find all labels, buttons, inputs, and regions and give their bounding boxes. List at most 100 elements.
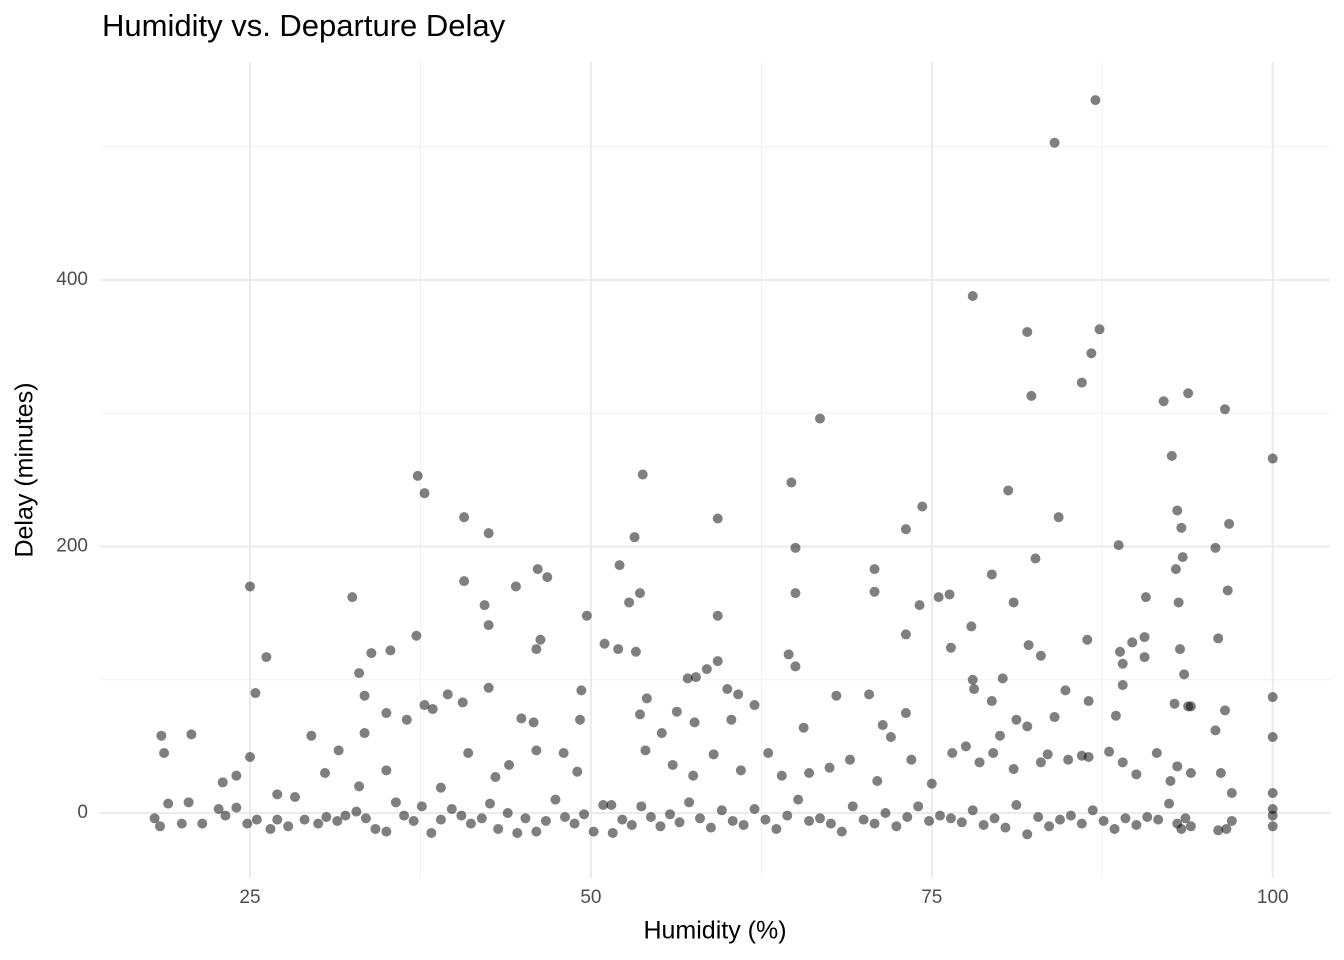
point bbox=[790, 542, 801, 553]
point bbox=[381, 765, 392, 776]
point bbox=[967, 674, 978, 685]
point bbox=[217, 777, 228, 788]
point bbox=[945, 642, 956, 653]
point bbox=[560, 811, 570, 822]
point bbox=[645, 811, 656, 822]
point bbox=[1267, 803, 1278, 814]
point bbox=[419, 488, 430, 499]
point bbox=[847, 801, 858, 812]
point bbox=[576, 685, 587, 696]
point bbox=[531, 826, 542, 837]
point bbox=[412, 470, 423, 481]
point bbox=[1049, 712, 1060, 723]
point bbox=[902, 811, 913, 822]
point bbox=[793, 794, 804, 805]
point bbox=[197, 818, 208, 829]
point bbox=[183, 797, 194, 808]
point bbox=[626, 819, 637, 830]
x-axis-title: Humidity (%) bbox=[643, 917, 786, 945]
point bbox=[926, 778, 937, 789]
point bbox=[220, 810, 231, 821]
point bbox=[390, 797, 401, 808]
point bbox=[1127, 637, 1138, 648]
point bbox=[550, 794, 561, 805]
point bbox=[360, 813, 371, 824]
point bbox=[1224, 518, 1235, 529]
point bbox=[250, 688, 261, 699]
point bbox=[738, 819, 749, 830]
point bbox=[1213, 825, 1224, 836]
point bbox=[588, 826, 599, 837]
point bbox=[825, 818, 836, 829]
point bbox=[1049, 137, 1060, 148]
point bbox=[1053, 512, 1064, 523]
point bbox=[1115, 646, 1125, 657]
point bbox=[483, 528, 494, 539]
point bbox=[845, 754, 855, 765]
point bbox=[1180, 813, 1191, 824]
point bbox=[1153, 814, 1164, 825]
x-tick-label: 100 bbox=[1257, 887, 1289, 908]
point bbox=[749, 803, 760, 814]
point bbox=[630, 646, 641, 657]
point bbox=[351, 806, 362, 817]
point bbox=[671, 706, 682, 717]
point bbox=[1042, 749, 1053, 760]
point bbox=[1076, 818, 1087, 829]
point bbox=[695, 813, 705, 824]
point bbox=[163, 798, 174, 809]
point bbox=[786, 477, 797, 488]
point bbox=[790, 661, 801, 672]
point bbox=[1158, 396, 1169, 407]
point bbox=[763, 748, 774, 759]
point bbox=[1176, 823, 1187, 834]
point bbox=[1210, 542, 1221, 553]
point bbox=[689, 717, 700, 728]
point bbox=[974, 757, 985, 768]
point bbox=[988, 748, 999, 759]
point bbox=[733, 689, 744, 700]
point bbox=[635, 588, 645, 599]
point bbox=[272, 789, 283, 800]
point bbox=[636, 801, 647, 812]
point bbox=[969, 684, 980, 695]
point bbox=[869, 818, 880, 829]
point bbox=[1213, 633, 1224, 644]
point bbox=[864, 689, 875, 700]
point bbox=[399, 810, 410, 821]
point bbox=[531, 745, 542, 756]
point bbox=[1140, 592, 1151, 603]
point bbox=[381, 708, 392, 719]
point bbox=[261, 652, 272, 663]
point bbox=[1008, 597, 1019, 608]
point bbox=[1063, 754, 1074, 765]
point bbox=[776, 770, 787, 781]
point bbox=[313, 818, 324, 829]
point bbox=[798, 722, 809, 733]
point bbox=[516, 713, 527, 724]
point bbox=[426, 827, 437, 838]
point bbox=[504, 760, 515, 771]
point bbox=[485, 798, 495, 809]
point bbox=[1087, 805, 1098, 816]
point bbox=[1226, 815, 1237, 826]
point bbox=[726, 714, 737, 725]
point bbox=[815, 813, 825, 824]
point bbox=[1215, 768, 1226, 779]
point bbox=[1131, 819, 1142, 830]
point bbox=[442, 689, 453, 700]
point bbox=[459, 512, 470, 523]
point bbox=[613, 644, 624, 655]
point bbox=[989, 813, 1000, 824]
point bbox=[265, 823, 276, 834]
point bbox=[320, 768, 330, 779]
point bbox=[242, 818, 253, 829]
point bbox=[542, 572, 553, 583]
point bbox=[186, 729, 197, 740]
point bbox=[1094, 324, 1105, 335]
point bbox=[1117, 680, 1128, 691]
point bbox=[986, 696, 997, 707]
point bbox=[370, 823, 381, 834]
point bbox=[1003, 485, 1014, 496]
